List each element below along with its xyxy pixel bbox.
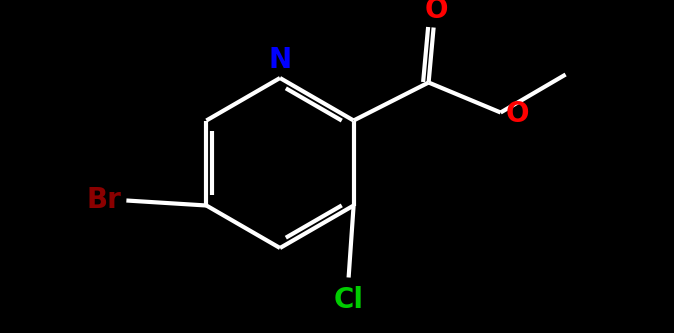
Text: O: O xyxy=(425,0,448,24)
Text: O: O xyxy=(506,101,529,129)
Text: Br: Br xyxy=(86,186,121,214)
Text: N: N xyxy=(268,46,292,74)
Text: Cl: Cl xyxy=(334,285,363,313)
